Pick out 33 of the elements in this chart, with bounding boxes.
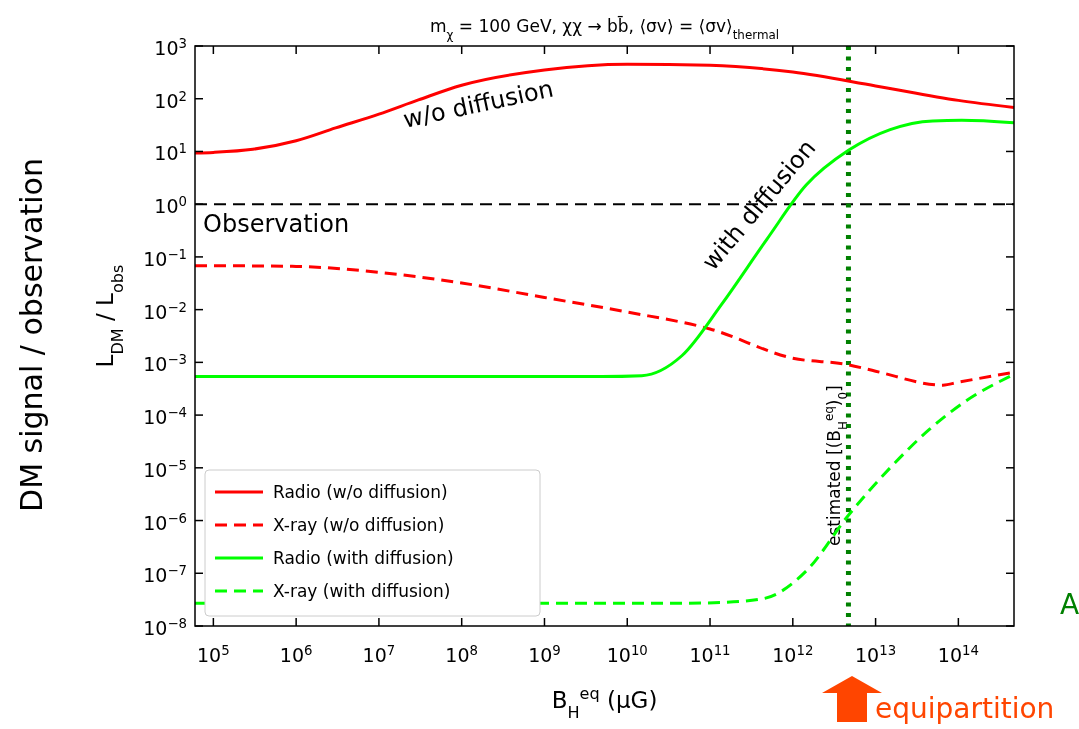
annotation: w/o diffusion xyxy=(400,74,556,134)
y-tick-label: 10$^{−4}$ xyxy=(143,404,187,429)
legend-label: X-ray (with diffusion) xyxy=(273,581,451,601)
y-tick-label: 10$^{3}$ xyxy=(154,35,187,59)
legend-label: Radio (with diffusion) xyxy=(273,548,454,568)
x-tick-label: 10$^{8}$ xyxy=(445,642,479,666)
x-tick-label: 10$^{12}$ xyxy=(772,642,814,666)
y-tick-label: 10$^{1}$ xyxy=(154,140,187,165)
x-tick-label: 10$^{10}$ xyxy=(606,642,648,666)
ref-line-label: Observation xyxy=(203,210,350,239)
x-tick-label: 10$^{6}$ xyxy=(279,642,313,666)
x-tick-label: 10$^{7}$ xyxy=(362,642,396,666)
x-tick-label: 10$^{13}$ xyxy=(855,642,897,666)
y-tick-label: 10$^{−8}$ xyxy=(143,615,187,639)
y-tick-label: 10$^{−2}$ xyxy=(143,299,187,323)
legend-label: X-ray (w/o diffusion) xyxy=(273,515,445,535)
y-tick-label: 10$^{−6}$ xyxy=(143,510,187,534)
y-tick-label: 10$^{−3}$ xyxy=(143,351,187,376)
chart-title: m$_{χ}$ = 100 GeV, χχ → bb̄, ⟨σv⟩ = ⟨σv⟩$_{thermal}$ xyxy=(429,14,780,42)
y-tick-label: 10$^{−1}$ xyxy=(143,246,187,270)
x-tick-label: 10$^{14}$ xyxy=(937,642,979,666)
x-tick-label: 10$^{5}$ xyxy=(197,642,230,666)
y-tick-label: 10$^{−7}$ xyxy=(143,562,187,587)
text: A xyxy=(1060,588,1079,621)
x-axis-title: B$_{H}$$^{eq}$ (μG) xyxy=(551,683,658,722)
x-tick-label: 10$^{9}$ xyxy=(528,642,561,666)
legend-label: Radio (w/o diffusion) xyxy=(273,482,448,502)
text: equipartition xyxy=(875,692,1055,725)
y-tick-label: 10$^{2}$ xyxy=(154,88,187,112)
y-tick-label: 10$^{0}$ xyxy=(154,193,187,218)
y-tick-label: 10$^{−5}$ xyxy=(143,457,187,481)
text: DM signal / observation xyxy=(14,158,49,512)
x-tick-label: 10$^{11}$ xyxy=(689,642,731,666)
